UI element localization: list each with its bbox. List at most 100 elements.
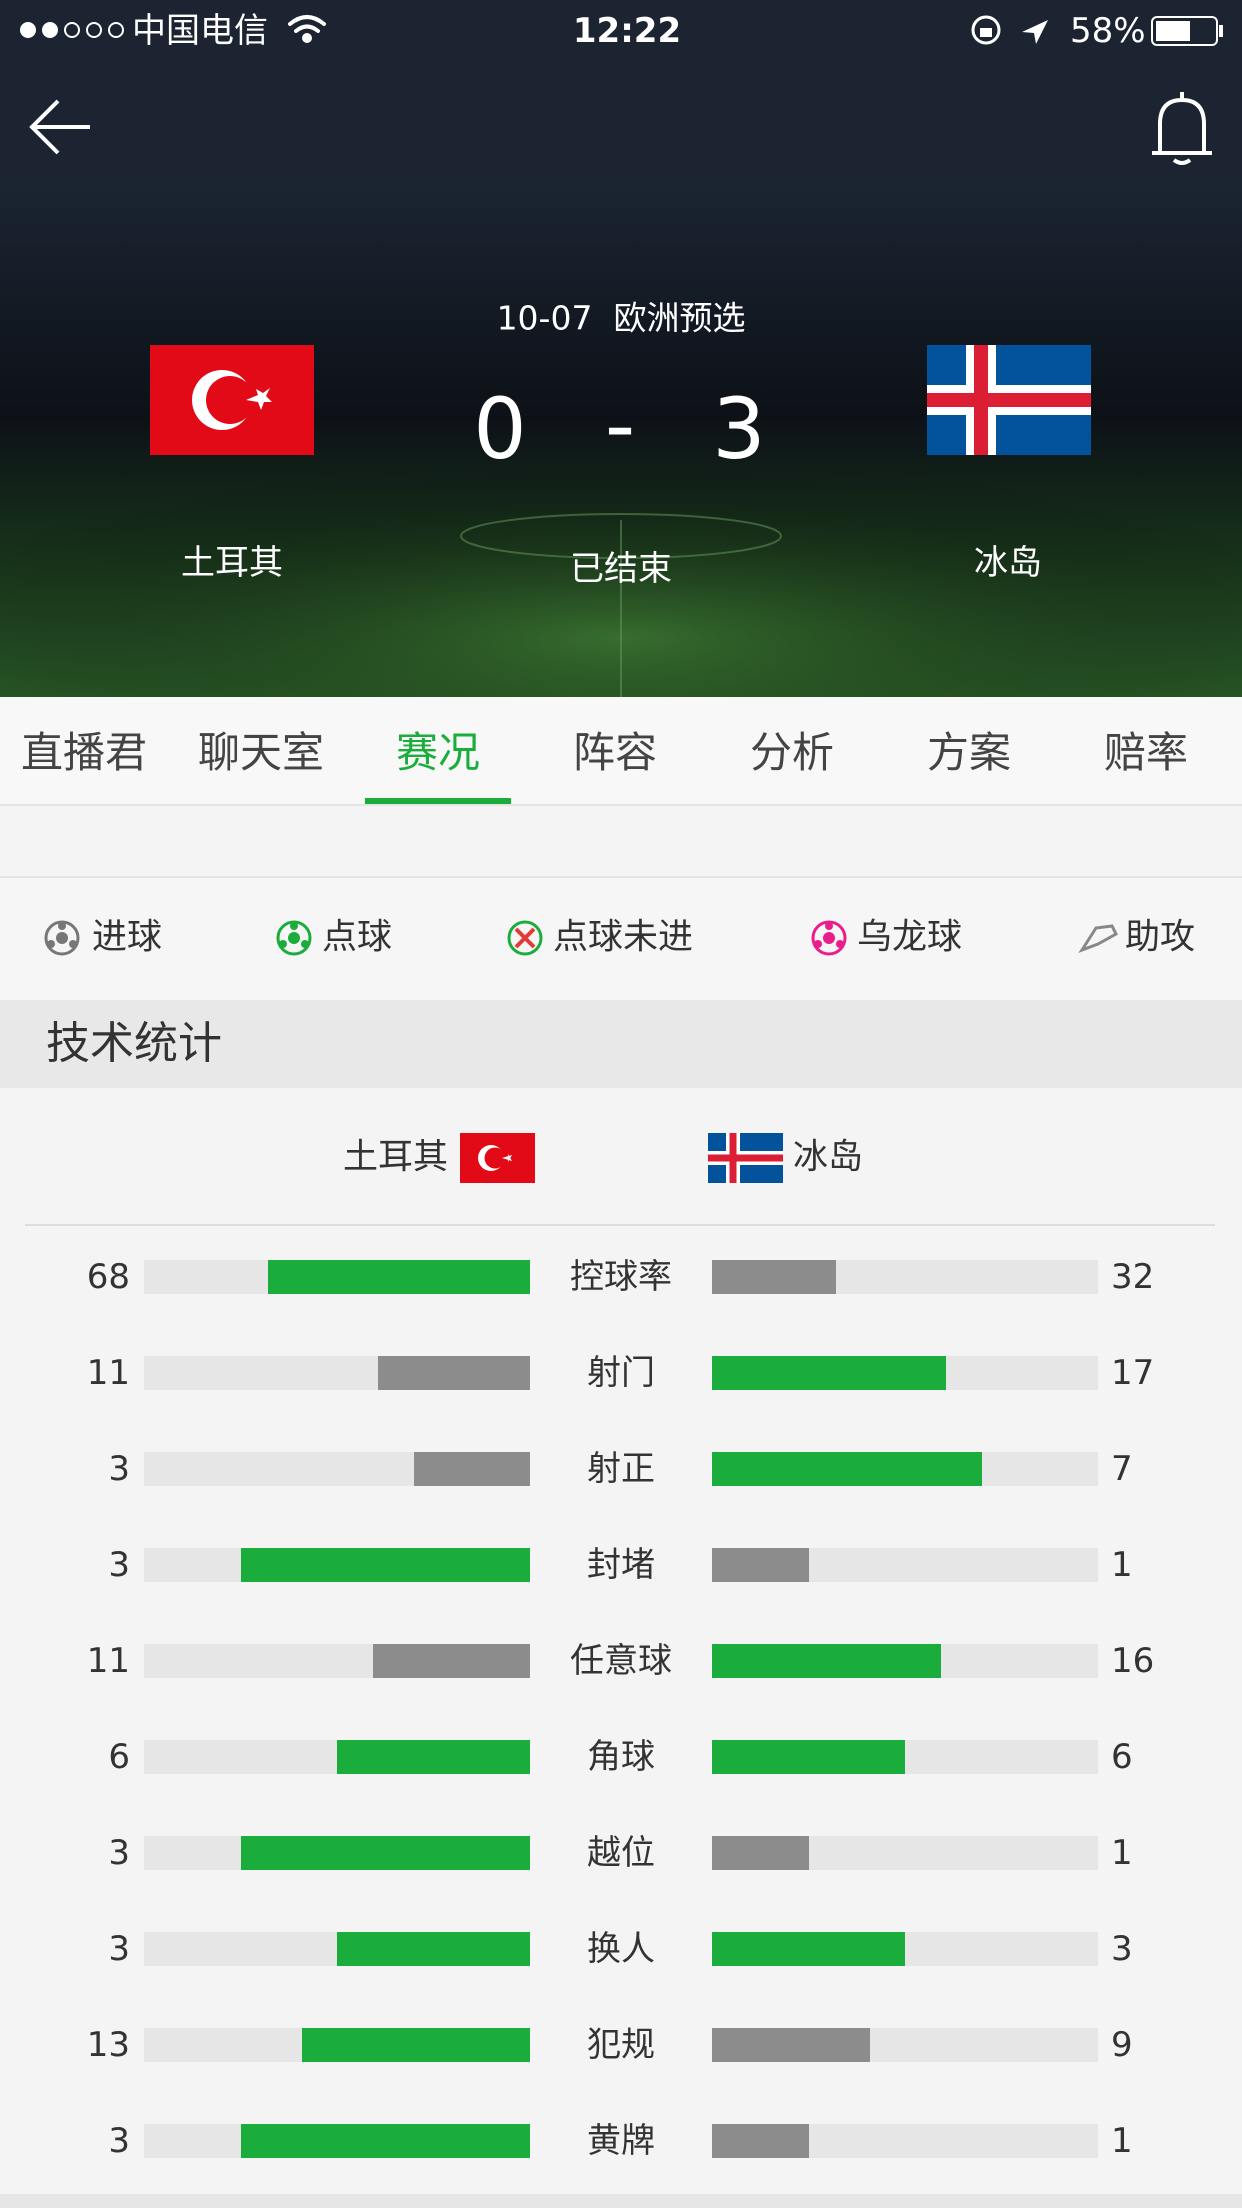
stat-away-value: 7 bbox=[1111, 1449, 1133, 1489]
stat-away-value: 16 bbox=[1111, 1641, 1155, 1681]
competition: 欧洲预选 bbox=[613, 298, 746, 338]
legend-item: 进球 bbox=[92, 917, 163, 958]
tab[interactable]: 赔率 bbox=[1103, 728, 1189, 777]
stat-home-value: 68 bbox=[86, 1257, 130, 1297]
tab[interactable]: 聊天室 bbox=[197, 728, 325, 777]
stat-away-value: 6 bbox=[1111, 1737, 1133, 1777]
home-bar bbox=[301, 2028, 530, 2062]
home-score: 0 bbox=[473, 380, 527, 478]
away-team: 冰岛 bbox=[974, 543, 1042, 583]
battery-icon bbox=[1151, 16, 1223, 46]
tab[interactable]: 阵容 bbox=[572, 728, 658, 777]
match-date: 10-07 bbox=[496, 298, 593, 338]
away-bar bbox=[712, 1644, 941, 1678]
home-bar bbox=[240, 2124, 530, 2158]
away-bar bbox=[712, 2028, 870, 2062]
tab[interactable]: 分析 bbox=[749, 728, 835, 777]
stats-away-flag bbox=[708, 1133, 783, 1183]
location-icon bbox=[1022, 20, 1048, 44]
stat-home-value: 11 bbox=[86, 1353, 130, 1393]
stat-away-value: 1 bbox=[1111, 1833, 1133, 1873]
clock: 12:22 bbox=[572, 11, 682, 51]
home-bar bbox=[414, 1452, 530, 1486]
notification-bell[interactable] bbox=[1152, 92, 1212, 165]
header-graphics bbox=[0, 15, 1242, 697]
stat-away-value: 9 bbox=[1111, 2025, 1133, 2065]
section-title: 技术统计 bbox=[46, 1018, 222, 1069]
carrier: 中国电信 bbox=[132, 11, 268, 51]
home-bar bbox=[267, 1260, 530, 1294]
away-bar bbox=[712, 1260, 836, 1294]
stat-home-value: 13 bbox=[86, 2025, 130, 2065]
home-bar bbox=[240, 1836, 530, 1870]
stat-label: 换人 bbox=[587, 1929, 655, 1969]
own-goal-icon bbox=[811, 920, 847, 956]
stat-home-value: 6 bbox=[108, 1737, 130, 1777]
stat-away-value: 32 bbox=[1111, 1257, 1155, 1297]
home-bar bbox=[378, 1356, 530, 1390]
stats-away-team: 冰岛 bbox=[793, 1137, 864, 1178]
section-header bbox=[0, 1000, 1242, 1088]
stat-label: 任意球 bbox=[570, 1641, 672, 1681]
away-flag bbox=[927, 345, 1091, 455]
stat-home-value: 11 bbox=[86, 1641, 130, 1681]
away-bar bbox=[712, 1740, 905, 1774]
stat-home-value: 3 bbox=[108, 1833, 130, 1873]
back-button[interactable] bbox=[29, 99, 90, 155]
stat-away-value: 1 bbox=[1111, 2121, 1133, 2161]
penalty-icon bbox=[276, 920, 312, 956]
home-flag bbox=[150, 345, 314, 455]
stat-away-value: 1 bbox=[1111, 1545, 1133, 1585]
stat-label: 控球率 bbox=[570, 1257, 672, 1297]
stat-home-value: 3 bbox=[108, 1929, 130, 1969]
tab[interactable]: 赛况 bbox=[395, 728, 481, 777]
stats-home-team: 土耳其 bbox=[342, 1137, 448, 1178]
stat-away-value: 3 bbox=[1111, 1929, 1133, 1969]
score-separator: - bbox=[604, 376, 636, 474]
match-status: 已结束 bbox=[570, 549, 672, 589]
legend-item: 乌龙球 bbox=[857, 917, 963, 958]
stat-home-value: 3 bbox=[108, 1449, 130, 1489]
home-team: 土耳其 bbox=[181, 543, 283, 583]
stat-home-value: 3 bbox=[108, 1545, 130, 1585]
away-bar bbox=[712, 1836, 809, 1870]
match-info: 10-07 欧洲预选 bbox=[497, 302, 746, 335]
tab-bar: 直播君 聊天室 赛况 阵容 分析 方案 赔率 bbox=[0, 697, 1242, 806]
stat-label: 犯规 bbox=[587, 2025, 655, 2065]
legend-item: 点球未进 bbox=[553, 917, 694, 958]
away-bar bbox=[712, 1932, 905, 1966]
home-bar bbox=[337, 1740, 530, 1774]
stat-label: 射门 bbox=[587, 1353, 655, 1393]
signal-icon bbox=[20, 22, 124, 38]
stat-label: 射正 bbox=[587, 1449, 655, 1489]
tab[interactable]: 直播君 bbox=[20, 728, 148, 777]
lock-icon bbox=[971, 15, 1001, 45]
legend-icons bbox=[44, 920, 1118, 956]
away-bar bbox=[712, 2124, 809, 2158]
battery-level: 58% bbox=[1070, 11, 1146, 51]
tab[interactable]: 方案 bbox=[926, 728, 1012, 777]
home-bar bbox=[240, 1548, 530, 1582]
tab-indicator bbox=[365, 798, 511, 804]
stats-home-flag bbox=[460, 1133, 535, 1183]
away-score: 3 bbox=[712, 380, 766, 478]
goal-icon bbox=[44, 920, 80, 956]
stat-away-value: 17 bbox=[1111, 1353, 1155, 1393]
legend-item: 助攻 bbox=[1125, 917, 1196, 958]
stat-label: 黄牌 bbox=[587, 2121, 655, 2161]
away-bar bbox=[712, 1548, 809, 1582]
bottom-edge bbox=[0, 2194, 1242, 2208]
stat-home-value: 3 bbox=[108, 2121, 130, 2161]
home-bar bbox=[337, 1932, 530, 1966]
event-legend bbox=[0, 876, 1242, 1000]
legend-item: 点球 bbox=[322, 917, 393, 958]
home-bar bbox=[372, 1644, 530, 1678]
away-bar bbox=[712, 1452, 983, 1486]
stat-label: 角球 bbox=[587, 1737, 655, 1777]
away-bar bbox=[712, 1356, 947, 1390]
stat-label: 越位 bbox=[587, 1833, 655, 1873]
missed-penalty-icon bbox=[507, 920, 543, 956]
stat-label: 封堵 bbox=[587, 1545, 655, 1585]
wifi-icon bbox=[288, 15, 326, 43]
